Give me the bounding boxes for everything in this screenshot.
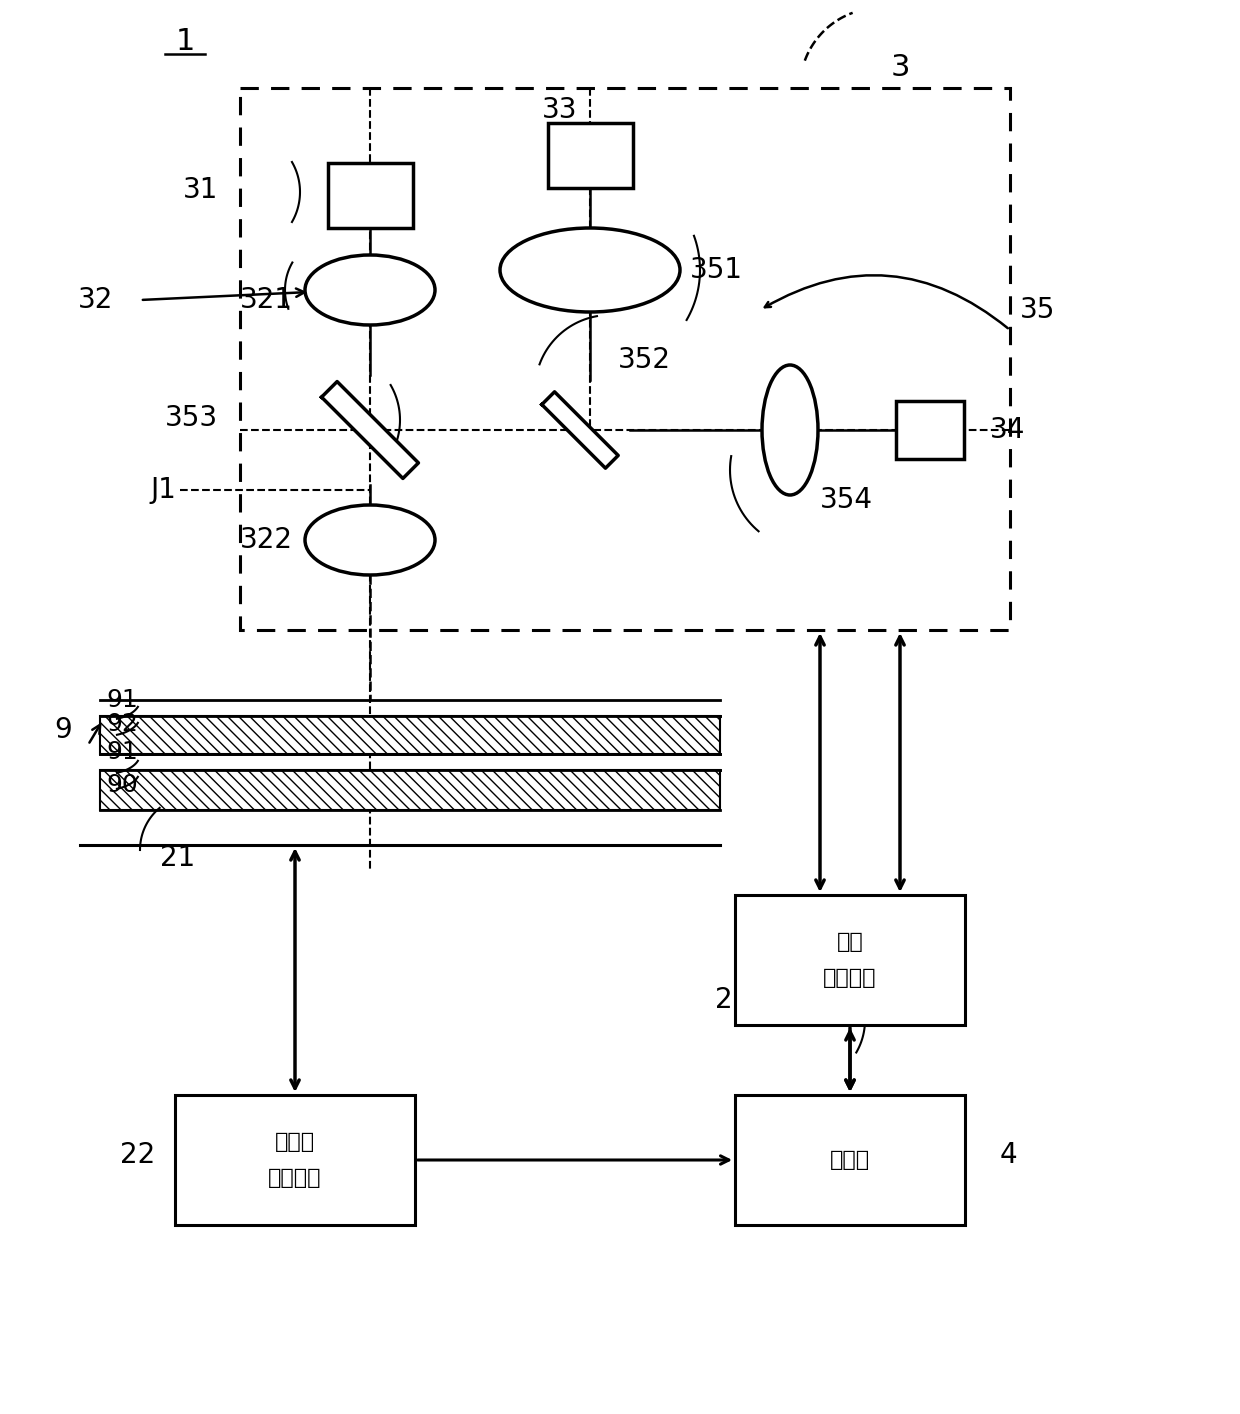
Ellipse shape (305, 505, 435, 575)
Text: 322: 322 (241, 526, 293, 554)
Text: 354: 354 (820, 486, 873, 515)
Text: 31: 31 (182, 175, 218, 204)
Text: 33: 33 (542, 96, 578, 124)
Polygon shape (542, 392, 619, 468)
Bar (897, 402, 963, 460)
Bar (100, 771, 720, 810)
Text: 4: 4 (999, 1141, 1018, 1169)
Text: 9: 9 (55, 715, 72, 744)
Polygon shape (321, 382, 418, 478)
Text: 1: 1 (175, 27, 195, 57)
Text: 移动机构: 移动机构 (823, 969, 877, 988)
Text: 90: 90 (107, 773, 138, 797)
Text: 控制部: 控制部 (830, 1150, 870, 1169)
Bar (100, 715, 720, 754)
Bar (241, 88, 1011, 631)
Text: 351: 351 (689, 256, 743, 284)
Text: 22: 22 (120, 1141, 155, 1169)
Text: 工作台: 工作台 (275, 1133, 315, 1152)
Text: 353: 353 (165, 404, 218, 433)
Ellipse shape (305, 255, 435, 325)
Text: 92: 92 (107, 713, 138, 737)
Bar (548, 123, 632, 188)
Text: 91: 91 (107, 740, 138, 764)
Text: 352: 352 (618, 346, 671, 373)
Ellipse shape (500, 228, 680, 312)
Bar (735, 895, 965, 1025)
Text: 91: 91 (107, 689, 138, 713)
Text: 21: 21 (160, 844, 195, 872)
Text: 移动机构: 移动机构 (268, 1168, 321, 1188)
Text: 3: 3 (890, 54, 910, 82)
Text: 23: 23 (714, 986, 750, 1014)
Text: 32: 32 (78, 286, 113, 314)
Bar (327, 163, 413, 228)
Ellipse shape (763, 365, 818, 495)
Text: 321: 321 (241, 286, 293, 314)
Bar (175, 1094, 415, 1225)
Text: 35: 35 (1021, 296, 1055, 324)
Bar (735, 1094, 965, 1225)
Text: J1: J1 (150, 477, 176, 503)
Text: 头部: 头部 (837, 932, 863, 952)
Text: 34: 34 (990, 416, 1025, 444)
